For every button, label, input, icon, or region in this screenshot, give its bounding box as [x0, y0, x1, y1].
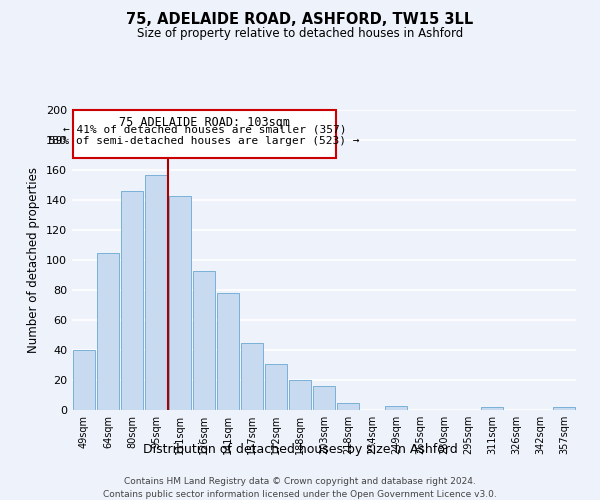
- Bar: [289, 380, 311, 410]
- Bar: [385, 406, 407, 410]
- Bar: [73, 110, 336, 158]
- Bar: [337, 402, 359, 410]
- Bar: [145, 174, 167, 410]
- Bar: [241, 342, 263, 410]
- Bar: [121, 191, 143, 410]
- Bar: [217, 293, 239, 410]
- Bar: [169, 196, 191, 410]
- Text: Contains HM Land Registry data © Crown copyright and database right 2024.: Contains HM Land Registry data © Crown c…: [124, 478, 476, 486]
- Bar: [553, 407, 575, 410]
- Text: ← 41% of detached houses are smaller (357): ← 41% of detached houses are smaller (35…: [63, 125, 346, 135]
- Text: Size of property relative to detached houses in Ashford: Size of property relative to detached ho…: [137, 28, 463, 40]
- Text: 59% of semi-detached houses are larger (523) →: 59% of semi-detached houses are larger (…: [49, 136, 360, 145]
- Bar: [265, 364, 287, 410]
- Bar: [193, 270, 215, 410]
- Bar: [73, 350, 95, 410]
- Bar: [481, 407, 503, 410]
- Bar: [313, 386, 335, 410]
- Text: 75 ADELAIDE ROAD: 103sqm: 75 ADELAIDE ROAD: 103sqm: [119, 116, 290, 129]
- Text: 75, ADELAIDE ROAD, ASHFORD, TW15 3LL: 75, ADELAIDE ROAD, ASHFORD, TW15 3LL: [127, 12, 473, 28]
- Text: Distribution of detached houses by size in Ashford: Distribution of detached houses by size …: [143, 442, 457, 456]
- Text: Contains public sector information licensed under the Open Government Licence v3: Contains public sector information licen…: [103, 490, 497, 499]
- Y-axis label: Number of detached properties: Number of detached properties: [28, 167, 40, 353]
- Bar: [97, 252, 119, 410]
